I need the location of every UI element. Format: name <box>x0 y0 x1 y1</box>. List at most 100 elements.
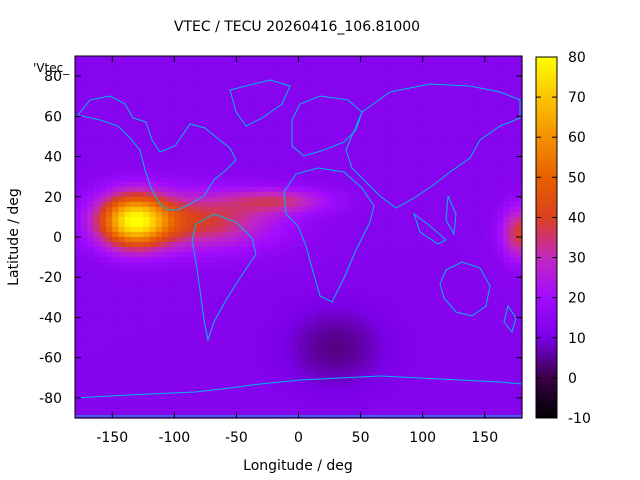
heatmap-cell <box>497 56 504 62</box>
heatmap-cell <box>224 221 231 228</box>
heatmap-cell <box>217 136 225 143</box>
heatmap-cell <box>410 161 418 168</box>
heatmap-cell <box>373 237 380 243</box>
heatmap-cell <box>168 181 175 188</box>
heatmap-cell <box>149 272 157 278</box>
heatmap-cell <box>304 131 312 138</box>
heatmap-cell <box>81 161 89 168</box>
heatmap-cell <box>261 362 269 369</box>
heatmap-cell <box>180 126 188 133</box>
heatmap-cell <box>230 287 238 293</box>
heatmap-cell <box>292 247 300 253</box>
heatmap-cell <box>106 96 113 102</box>
heatmap-cell <box>304 211 312 218</box>
heatmap-cell <box>416 352 424 359</box>
heatmap-cell <box>373 161 380 168</box>
heatmap-cell <box>441 257 449 263</box>
heatmap-cell <box>304 231 312 238</box>
heatmap-cell <box>112 322 120 329</box>
heatmap-cell <box>484 407 492 414</box>
heatmap-cell <box>484 297 492 303</box>
heatmap-cell <box>490 186 498 193</box>
heatmap-cell <box>106 307 113 314</box>
heatmap-cell <box>137 407 144 414</box>
heatmap-cell <box>255 312 262 319</box>
heatmap-cell <box>335 402 343 409</box>
heatmap-cell <box>317 111 324 117</box>
heatmap-cell <box>180 101 188 107</box>
heatmap-cell <box>267 282 275 288</box>
heatmap-cell <box>459 101 467 107</box>
heatmap-cell <box>459 252 467 258</box>
heatmap-cell <box>298 247 306 253</box>
heatmap-cell <box>192 121 200 127</box>
heatmap-cell <box>149 216 157 223</box>
heatmap-cell <box>87 86 95 92</box>
heatmap-cell <box>391 317 399 324</box>
heatmap-cell <box>242 206 250 213</box>
heatmap-cell <box>112 337 120 344</box>
heatmap-cell <box>404 221 411 228</box>
heatmap-cell <box>298 141 306 148</box>
heatmap-cell <box>192 166 200 173</box>
heatmap-cell <box>360 292 368 298</box>
heatmap-cell <box>422 101 430 107</box>
heatmap-cell <box>180 61 188 67</box>
heatmap-cell <box>497 206 504 213</box>
heatmap-cell <box>466 257 473 263</box>
heatmap-cell <box>329 252 337 258</box>
heatmap-cell <box>391 277 399 283</box>
heatmap-cell <box>242 282 250 288</box>
heatmap-cell <box>298 262 306 268</box>
heatmap-cell <box>286 262 293 268</box>
heatmap-cell <box>149 257 157 263</box>
heatmap-cell <box>230 372 238 379</box>
heatmap-cell <box>211 327 219 334</box>
heatmap-cell <box>323 66 331 72</box>
heatmap-cell <box>310 397 318 404</box>
heatmap-cell <box>466 247 473 253</box>
heatmap-cell <box>497 221 504 228</box>
heatmap-cell <box>75 317 82 324</box>
heatmap-cell <box>279 387 287 394</box>
heatmap-cell <box>397 61 405 67</box>
heatmap-cell <box>180 272 188 278</box>
heatmap-cell <box>317 377 324 384</box>
heatmap-cell <box>230 156 238 163</box>
heatmap-cell <box>484 171 492 178</box>
heatmap-cell <box>484 166 492 173</box>
heatmap-cell <box>472 116 480 122</box>
heatmap-cell <box>298 267 306 273</box>
heatmap-cell <box>192 242 200 248</box>
heatmap-cell <box>335 161 343 168</box>
heatmap-cell <box>149 397 157 404</box>
heatmap-cell <box>385 342 393 349</box>
heatmap-cell <box>217 382 225 389</box>
heatmap-cell <box>373 196 380 203</box>
heatmap-cell <box>435 151 442 158</box>
heatmap-cell <box>466 216 473 223</box>
heatmap-cell <box>217 211 225 218</box>
heatmap-cell <box>410 216 418 223</box>
heatmap-cell <box>441 166 449 173</box>
heatmap-cell <box>416 146 424 153</box>
heatmap-cell <box>161 101 169 107</box>
heatmap-cell <box>503 111 511 117</box>
heatmap-cell <box>211 292 219 298</box>
heatmap-cell <box>497 146 504 153</box>
heatmap-cell <box>75 312 82 319</box>
heatmap-cell <box>459 161 467 168</box>
heatmap-cell <box>118 357 126 364</box>
heatmap-cell <box>366 146 374 153</box>
heatmap-cell <box>112 151 120 158</box>
heatmap-cell <box>478 352 486 359</box>
heatmap-cell <box>118 317 126 324</box>
heatmap-cell <box>230 327 238 334</box>
heatmap-cell <box>106 342 113 349</box>
heatmap-cell <box>205 231 213 238</box>
heatmap-cell <box>323 352 331 359</box>
heatmap-cell <box>242 332 250 339</box>
heatmap-cell <box>435 392 442 399</box>
heatmap-cell <box>248 141 256 148</box>
heatmap-cell <box>341 126 349 133</box>
